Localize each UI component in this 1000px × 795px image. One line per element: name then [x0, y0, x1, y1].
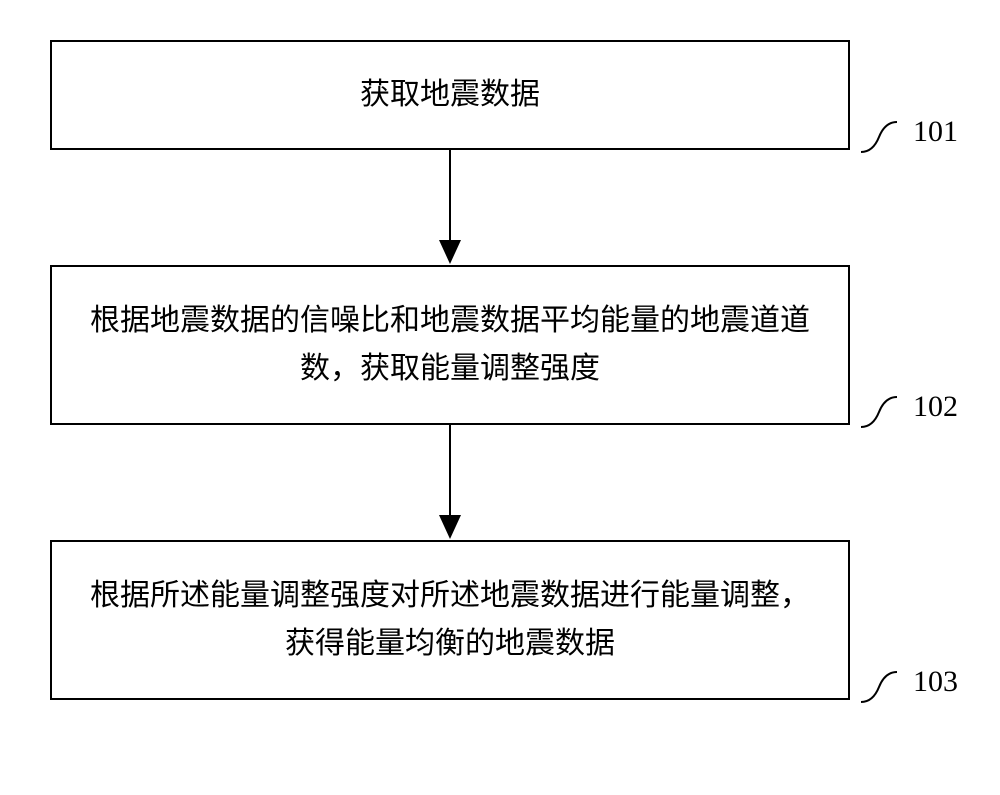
arrow-head-icon	[439, 515, 461, 539]
curve-connector-icon	[861, 112, 911, 162]
node-2-label: 102	[913, 390, 958, 424]
node-2-text: 根据地震数据的信噪比和地震数据平均能量的地震道道数，获取能量调整强度	[82, 297, 818, 393]
node-2-label-connector: 102	[861, 387, 958, 437]
flowchart-node-2: 根据地震数据的信噪比和地震数据平均能量的地震道道数，获取能量调整强度 102	[50, 265, 850, 425]
arrow-line-icon	[449, 150, 451, 245]
node-1-text: 获取地震数据	[360, 71, 540, 119]
flowchart-node-3: 根据所述能量调整强度对所述地震数据进行能量调整，获得能量均衡的地震数据 103	[50, 540, 850, 700]
curve-connector-icon	[861, 662, 911, 712]
node-1-label: 101	[913, 115, 958, 149]
node-1-label-connector: 101	[861, 112, 958, 162]
arrow-line-icon	[449, 425, 451, 520]
arrow-2	[50, 425, 850, 540]
flowchart-container: 获取地震数据 101 根据地震数据的信噪比和地震数据平均能量的地震道道数，获取能…	[50, 40, 950, 700]
node-3-text: 根据所述能量调整强度对所述地震数据进行能量调整，获得能量均衡的地震数据	[82, 572, 818, 668]
node-3-label: 103	[913, 665, 958, 699]
curve-connector-icon	[861, 387, 911, 437]
arrow-head-icon	[439, 240, 461, 264]
flowchart-node-1: 获取地震数据 101	[50, 40, 850, 150]
node-3-label-connector: 103	[861, 662, 958, 712]
arrow-1	[50, 150, 850, 265]
